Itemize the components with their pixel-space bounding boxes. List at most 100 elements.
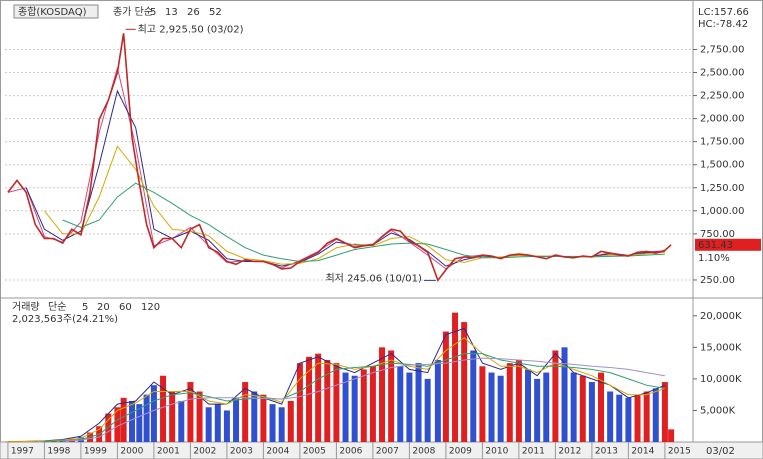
lc-label: LC:157.66 [698,7,749,18]
legend-entry: 60 [119,302,132,313]
x-tick-label: 2003 [230,447,253,457]
volume-bar [534,378,541,442]
volume-bar [442,331,449,442]
volume-ma-line [62,357,665,442]
y-tick-label: 20,000K [700,311,742,322]
volume-bar [169,391,176,442]
x-tick-label: 2008 [412,447,435,457]
x-tick-label: 2007 [376,447,399,457]
volume-bar [150,385,157,442]
volume-bar [105,413,112,442]
y-tick-label: 2,250.00 [700,91,745,102]
y-tick-label: 2,500.00 [700,68,745,79]
legend-entry: 5 [150,7,156,18]
volume-title: 거래량 [12,301,40,313]
volume-bar [461,322,468,442]
volume-bar [643,391,650,442]
x-tick-label: 2002 [193,447,216,457]
volume-bar [129,400,136,442]
volume-bar [525,369,532,442]
legend-entry: 5 [82,302,88,313]
volume-bar [588,382,595,442]
volume-bar [515,359,522,442]
volume-info: 2,023,563주(24.21%) [12,314,118,325]
y-tick-label: 750.00 [700,229,735,240]
y-tick-label: 1,750.00 [700,137,745,148]
volume-bar [324,359,331,442]
volume-bar [315,353,322,442]
volume-bar [269,404,276,442]
volume-bar [242,382,249,442]
volume-bar [406,372,413,442]
volume-bar [187,382,194,442]
volume-bar [470,350,477,442]
y-tick-label: 1,250.00 [700,183,745,194]
volume-bar [369,366,376,442]
volume-bar [287,400,294,442]
chart-title: 종합(KOSDAQ) [18,6,87,18]
volume-bar [136,404,143,442]
x-tick-label: 2000 [120,447,143,457]
volume-bar [598,372,605,442]
cursor-date: 03/02 [706,446,735,457]
y-tick-label: 1,000.00 [700,206,745,217]
x-tick-label: 2011 [522,447,545,457]
legend-entry: 26 [187,7,200,18]
x-tick-label: 2001 [157,447,180,457]
volume-bar [306,356,313,442]
volume-bar [488,372,495,442]
legend-entry: 52 [209,7,222,18]
volume-bar [360,369,367,442]
volume-bar [342,372,349,442]
volume-bar [607,391,614,442]
x-tick-label: 1998 [47,447,70,457]
volume-bar [251,391,258,442]
x-tick-label: 2005 [303,447,326,457]
price-line [7,33,672,283]
hc-label: HC:-78.42 [698,19,748,30]
y-tick-label: 5,000K [700,405,736,416]
volume-bar [543,372,550,442]
x-tick-label: 1999 [84,447,107,457]
y-tick-label: 250.00 [700,275,735,286]
volume-ma-line [44,353,665,442]
volume-bar [278,407,285,442]
volume-bar [561,347,568,442]
volume-bar [424,378,431,442]
volume-bar [452,312,459,442]
x-tick-label: 2012 [558,447,581,457]
last-value-label: 631.43 [698,240,733,251]
volume-bar [570,372,577,442]
volume-bar [616,394,623,442]
x-tick-label: 2004 [266,447,289,457]
volume-bar [178,400,185,442]
legend-entry: 120 [141,302,160,313]
y-tick-label: 2,750.00 [700,44,745,55]
volume-bar [506,363,513,442]
volume-ma-label: 단순 [48,301,66,313]
volume-bar [333,363,340,442]
last-value-box [695,238,761,251]
ma-label: 종가 단순 [113,6,153,18]
volume-bar [625,397,632,442]
volume-bar [661,382,668,442]
volume-bar [479,366,486,442]
title-box [13,4,99,19]
y-tick-label: 1,500.00 [700,160,745,171]
volume-bar [223,410,230,442]
volume-bar [552,350,559,442]
low-label: 최저 245.06 (10/01) [325,272,421,284]
legend-entry: 13 [165,7,178,18]
volume-bar [579,375,586,442]
volume-bar [652,388,659,442]
volume-bar [296,363,303,442]
volume-bar [351,375,358,442]
volume-bar [634,394,641,442]
x-tick-label: 2009 [449,447,472,457]
volume-bar [233,397,240,442]
volume-bar [196,391,203,442]
volume-bar [379,347,386,442]
y-tick-label: 10,000K [700,374,742,385]
x-tick-label: 2014 [631,447,654,457]
